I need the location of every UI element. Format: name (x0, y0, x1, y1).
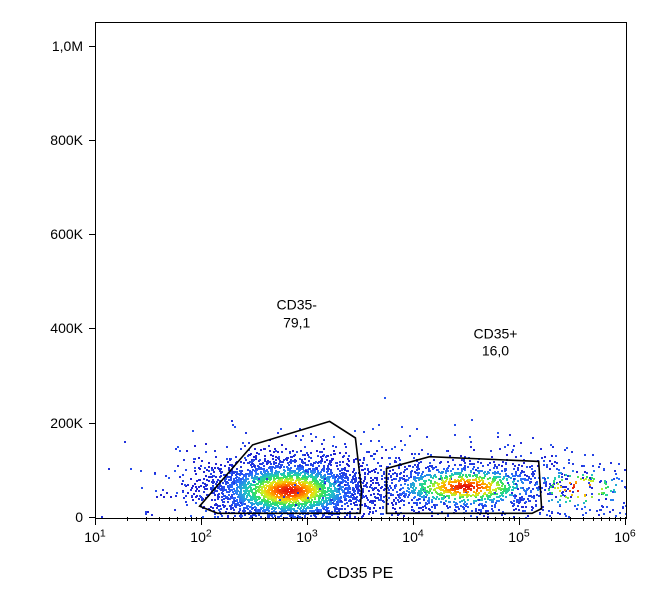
y-tick-mark (89, 328, 95, 329)
x-minor-tick-mark (146, 517, 147, 521)
x-tick-mark (625, 517, 626, 525)
gate-percent: 16,0 (482, 343, 509, 359)
x-minor-tick-mark (397, 517, 398, 521)
x-minor-tick-mark (191, 517, 192, 521)
x-tick-label: 103 (296, 529, 317, 545)
x-minor-tick-mark (265, 517, 266, 521)
x-minor-tick-mark (196, 517, 197, 521)
x-minor-tick-mark (615, 517, 616, 521)
x-minor-tick-mark (291, 517, 292, 521)
x-minor-tick-mark (381, 517, 382, 521)
gate-label-cd35_neg: CD35-79,1 (276, 297, 316, 332)
x-minor-tick-mark (445, 517, 446, 521)
x-minor-tick-mark (408, 517, 409, 521)
y-tick-label: 0 (0, 509, 83, 525)
x-minor-tick-mark (252, 517, 253, 521)
x-minor-tick-mark (358, 517, 359, 521)
x-minor-tick-mark (233, 517, 234, 521)
x-tick-mark (95, 517, 96, 525)
x-tick-label: 106 (614, 529, 635, 545)
x-tick-mark (201, 517, 202, 525)
x-minor-tick-mark (495, 517, 496, 521)
x-minor-tick-mark (487, 517, 488, 521)
x-minor-tick-mark (609, 517, 610, 521)
y-tick-label: 200K (0, 415, 83, 431)
x-minor-tick-mark (601, 517, 602, 521)
x-minor-tick-mark (503, 517, 504, 521)
x-minor-tick-mark (339, 517, 340, 521)
gate-percent: 79,1 (283, 314, 310, 330)
flow-cytometry-figure: SS-A :: SS INT LIN CD35 PE 0200K400K600K… (0, 0, 650, 613)
y-tick-label: 800K (0, 132, 83, 148)
x-minor-tick-mark (297, 517, 298, 521)
x-tick-label: 101 (84, 529, 105, 545)
x-minor-tick-mark (275, 517, 276, 521)
x-tick-label: 104 (402, 529, 423, 545)
x-minor-tick-mark (127, 517, 128, 521)
y-tick-mark (89, 234, 95, 235)
x-minor-tick-mark (283, 517, 284, 521)
x-minor-tick-mark (583, 517, 584, 521)
y-tick-mark (89, 46, 95, 47)
gate-cd35_neg (200, 421, 362, 513)
x-tick-mark (519, 517, 520, 525)
x-minor-tick-mark (403, 517, 404, 521)
gate-outlines (96, 23, 626, 518)
x-minor-tick-mark (570, 517, 571, 521)
x-tick-label: 102 (190, 529, 211, 545)
x-minor-tick-mark (169, 517, 170, 521)
x-minor-tick-mark (177, 517, 178, 521)
x-axis-label: CD35 PE (327, 565, 394, 583)
gate-name: CD35+ (473, 325, 517, 341)
y-tick-mark (89, 423, 95, 424)
gate-name: CD35- (276, 297, 316, 313)
x-minor-tick-mark (302, 517, 303, 521)
y-tick-mark (89, 140, 95, 141)
gate-label-cd35_pos: CD35+ 16,0 (473, 325, 517, 360)
x-minor-tick-mark (389, 517, 390, 521)
gate-cd35_pos (387, 457, 542, 514)
x-minor-tick-mark (371, 517, 372, 521)
y-tick-label: 400K (0, 320, 83, 336)
y-tick-label: 600K (0, 226, 83, 242)
x-minor-tick-mark (477, 517, 478, 521)
x-minor-tick-mark (551, 517, 552, 521)
x-tick-mark (413, 517, 414, 525)
x-tick-label: 105 (508, 529, 529, 545)
x-minor-tick-mark (159, 517, 160, 521)
x-minor-tick-mark (620, 517, 621, 521)
x-minor-tick-mark (593, 517, 594, 521)
x-minor-tick-mark (514, 517, 515, 521)
y-tick-label: 1,0M (0, 38, 83, 54)
plot-area (95, 22, 627, 519)
x-minor-tick-mark (464, 517, 465, 521)
x-minor-tick-mark (185, 517, 186, 521)
x-minor-tick-mark (509, 517, 510, 521)
x-tick-mark (307, 517, 308, 525)
